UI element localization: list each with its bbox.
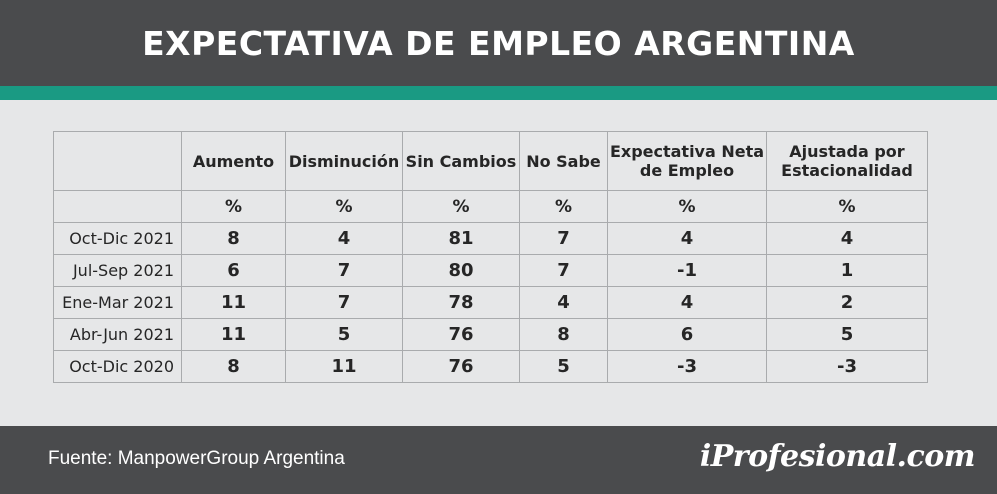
data-cell: 7 [519, 222, 608, 255]
column-header: No Sabe [519, 131, 608, 191]
data-cell: -1 [607, 254, 767, 287]
data-cell: 8 [181, 222, 286, 255]
table-row: Oct-Dic 2020 8 11 76 5 -3 -3 [53, 350, 928, 383]
page-title: EXPECTATIVA DE EMPLEO ARGENTINA [142, 23, 855, 63]
data-cell: 4 [285, 222, 403, 255]
row-label: Oct-Dic 2021 [53, 222, 182, 255]
data-cell: 11 [285, 350, 403, 383]
data-cell: -3 [766, 350, 928, 383]
data-cell: 11 [181, 318, 286, 351]
column-header: Ajustada por Estacionalidad [766, 131, 928, 191]
table-row: Abr-Jun 2021 11 5 76 8 6 5 [53, 318, 928, 351]
data-cell: 76 [402, 318, 520, 351]
unit-cell: % [607, 190, 767, 223]
data-cell: 4 [607, 222, 767, 255]
header-row: Aumento Disminución Sin Cambios No Sabe Expe… [53, 131, 928, 191]
unit-cell: % [181, 190, 286, 223]
data-cell: 7 [285, 286, 403, 319]
corner-cell [53, 131, 182, 191]
corner-cell [53, 190, 182, 223]
accent-stripe [0, 86, 997, 100]
table-row: Jul-Sep 2021 6 7 80 7 -1 1 [53, 254, 928, 287]
unit-cell: % [285, 190, 403, 223]
column-header: Expectativa Neta de Empleo [607, 131, 767, 191]
data-cell: 2 [766, 286, 928, 319]
data-cell: 5 [285, 318, 403, 351]
source-note: Fuente: ManpowerGroup Argentina [48, 448, 345, 469]
data-cell: 76 [402, 350, 520, 383]
data-cell: 7 [519, 254, 608, 287]
row-label: Jul-Sep 2021 [53, 254, 182, 287]
unit-cell: % [519, 190, 608, 223]
header-bar: EXPECTATIVA DE EMPLEO ARGENTINA [0, 0, 997, 86]
data-cell: 11 [181, 286, 286, 319]
data-cell: 78 [402, 286, 520, 319]
column-header: Disminución [285, 131, 403, 191]
footer-bar: Fuente: ManpowerGroup Argentina iProfesi… [0, 426, 997, 494]
employment-table: Aumento Disminución Sin Cambios No Sabe Expe… [53, 131, 928, 383]
data-cell: -3 [607, 350, 767, 383]
data-cell: 1 [766, 254, 928, 287]
row-label: Oct-Dic 2020 [53, 350, 182, 383]
data-cell: 5 [519, 350, 608, 383]
data-table: Aumento Disminución Sin Cambios No Sabe Expe… [53, 131, 928, 383]
table-row: Oct-Dic 2021 8 4 81 7 4 4 [53, 222, 928, 255]
data-cell: 4 [519, 286, 608, 319]
data-cell: 80 [402, 254, 520, 287]
column-header: Aumento [181, 131, 286, 191]
column-header: Sin Cambios [402, 131, 520, 191]
data-cell: 8 [519, 318, 608, 351]
table-row: Ene-Mar 2021 11 7 78 4 4 2 [53, 286, 928, 319]
brand-logo: iProfesional.com [699, 439, 976, 474]
row-label: Ene-Mar 2021 [53, 286, 182, 319]
unit-cell: % [766, 190, 928, 223]
unit-cell: % [402, 190, 520, 223]
data-cell: 4 [607, 286, 767, 319]
data-cell: 5 [766, 318, 928, 351]
data-cell: 8 [181, 350, 286, 383]
data-cell: 7 [285, 254, 403, 287]
data-cell: 4 [766, 222, 928, 255]
data-cell: 6 [607, 318, 767, 351]
data-cell: 81 [402, 222, 520, 255]
row-label: Abr-Jun 2021 [53, 318, 182, 351]
units-row: %%%%%% [53, 190, 928, 223]
data-cell: 6 [181, 254, 286, 287]
